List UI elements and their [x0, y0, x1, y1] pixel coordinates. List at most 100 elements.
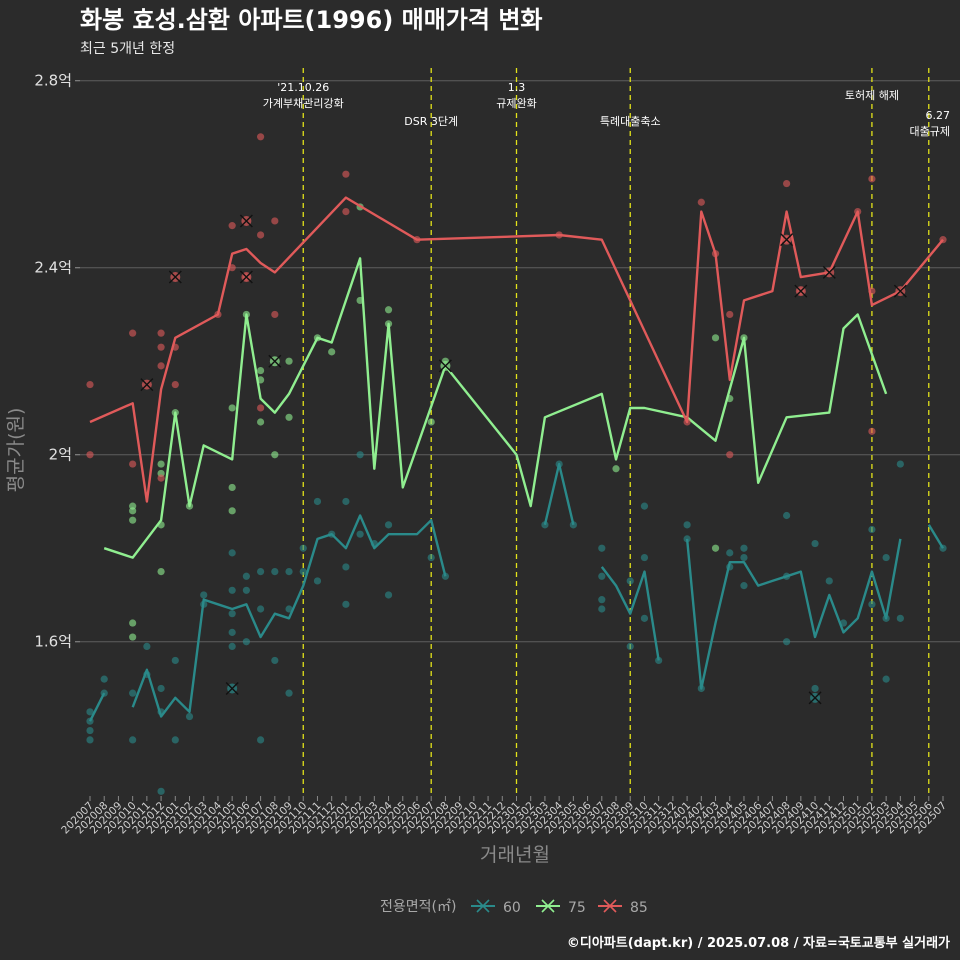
data-point	[313, 577, 322, 585]
data-point	[342, 170, 350, 178]
data-point	[640, 614, 649, 622]
data-point	[626, 577, 634, 585]
legend-title: 전용면적(㎡)	[380, 899, 456, 915]
data-point	[384, 591, 393, 599]
data-point	[143, 642, 151, 650]
data-point	[896, 460, 904, 468]
data-point	[783, 511, 791, 520]
y-tick-label: 2.4억	[34, 259, 72, 277]
data-point	[882, 675, 890, 683]
legend: 전용면적(㎡) 60 75 85	[380, 899, 648, 916]
data-point	[711, 334, 720, 342]
data-point	[868, 525, 876, 534]
cross-point	[780, 233, 794, 247]
data-point	[228, 642, 236, 650]
data-point	[271, 656, 279, 665]
data-point	[726, 310, 734, 319]
data-point	[257, 404, 265, 412]
data-point	[285, 567, 293, 576]
data-point	[598, 596, 606, 604]
data-point	[882, 553, 890, 562]
legend-label-60: 60	[503, 900, 521, 916]
data-point	[711, 544, 720, 552]
data-point	[242, 572, 250, 580]
data-point	[342, 497, 350, 506]
data-point	[157, 343, 165, 351]
series-line-60	[600, 566, 660, 661]
data-point	[86, 451, 94, 459]
x-axis-title: 거래년월	[480, 844, 550, 866]
series-75	[103, 203, 888, 641]
data-point	[257, 567, 265, 576]
series-line-60	[543, 462, 575, 526]
x-axis-ticks: 2020072020082020092020102020112020122021…	[59, 796, 949, 836]
data-point	[228, 483, 236, 492]
data-point	[129, 689, 137, 697]
event-label: 6.27	[926, 109, 951, 122]
data-point	[825, 577, 833, 585]
data-point	[598, 572, 606, 580]
data-point	[86, 736, 94, 744]
data-point	[157, 460, 165, 468]
source-caption: ©디아파트(dapt.kr) / 2025.07.08 / 자료=국토교통부 실…	[567, 935, 950, 951]
cross-point	[168, 270, 182, 284]
data-point	[811, 539, 819, 548]
data-point	[271, 217, 279, 225]
data-point	[342, 563, 350, 571]
legend-swatch-cross	[476, 899, 490, 913]
data-point	[285, 605, 293, 613]
data-point	[257, 231, 265, 239]
series-line-60	[131, 514, 447, 718]
data-point	[783, 179, 791, 188]
data-point	[285, 689, 293, 697]
cross-point	[893, 284, 907, 298]
data-point	[598, 605, 606, 613]
data-point	[299, 567, 307, 576]
data-point	[285, 357, 293, 365]
data-point	[228, 586, 236, 594]
y-tick-label: 1.6억	[34, 633, 72, 651]
data-point	[285, 413, 293, 421]
chart-subtitle: 최근 5개년 한정	[80, 41, 175, 57]
data-point	[171, 736, 179, 744]
cross-point	[794, 284, 808, 298]
data-point	[242, 638, 250, 646]
y-tick-label: 2.8억	[34, 72, 72, 90]
data-point	[157, 362, 165, 370]
data-point	[228, 507, 236, 515]
data-point	[569, 521, 577, 529]
series-line-60	[685, 538, 902, 690]
series-85	[86, 133, 947, 503]
data-point	[271, 310, 279, 319]
data-point	[299, 544, 307, 552]
event-label: 토허제 해제	[845, 88, 899, 102]
data-point	[342, 208, 350, 216]
event-label: 1.3	[508, 81, 526, 94]
data-point	[171, 656, 179, 665]
legend-label-75: 75	[568, 900, 586, 916]
cross-point	[822, 265, 836, 279]
data-point	[257, 418, 265, 426]
data-point	[157, 474, 165, 482]
legend-swatch-cross	[603, 899, 617, 913]
data-point	[356, 530, 364, 538]
data-point	[271, 451, 279, 459]
series-line-75	[103, 257, 888, 559]
data-point	[129, 502, 137, 510]
data-point	[313, 497, 322, 506]
data-point	[228, 404, 236, 412]
data-point	[626, 642, 634, 650]
data-point	[86, 708, 94, 716]
cross-point	[140, 378, 154, 392]
data-point	[257, 133, 265, 141]
data-point	[726, 549, 734, 557]
gridlines	[75, 80, 960, 643]
data-point	[541, 521, 549, 529]
data-point	[811, 684, 819, 693]
data-point	[740, 553, 748, 562]
event-label: DSR 3단계	[404, 115, 458, 128]
cross-point	[808, 691, 822, 705]
data-point	[683, 535, 691, 543]
data-point	[598, 544, 606, 552]
data-point	[242, 586, 250, 594]
